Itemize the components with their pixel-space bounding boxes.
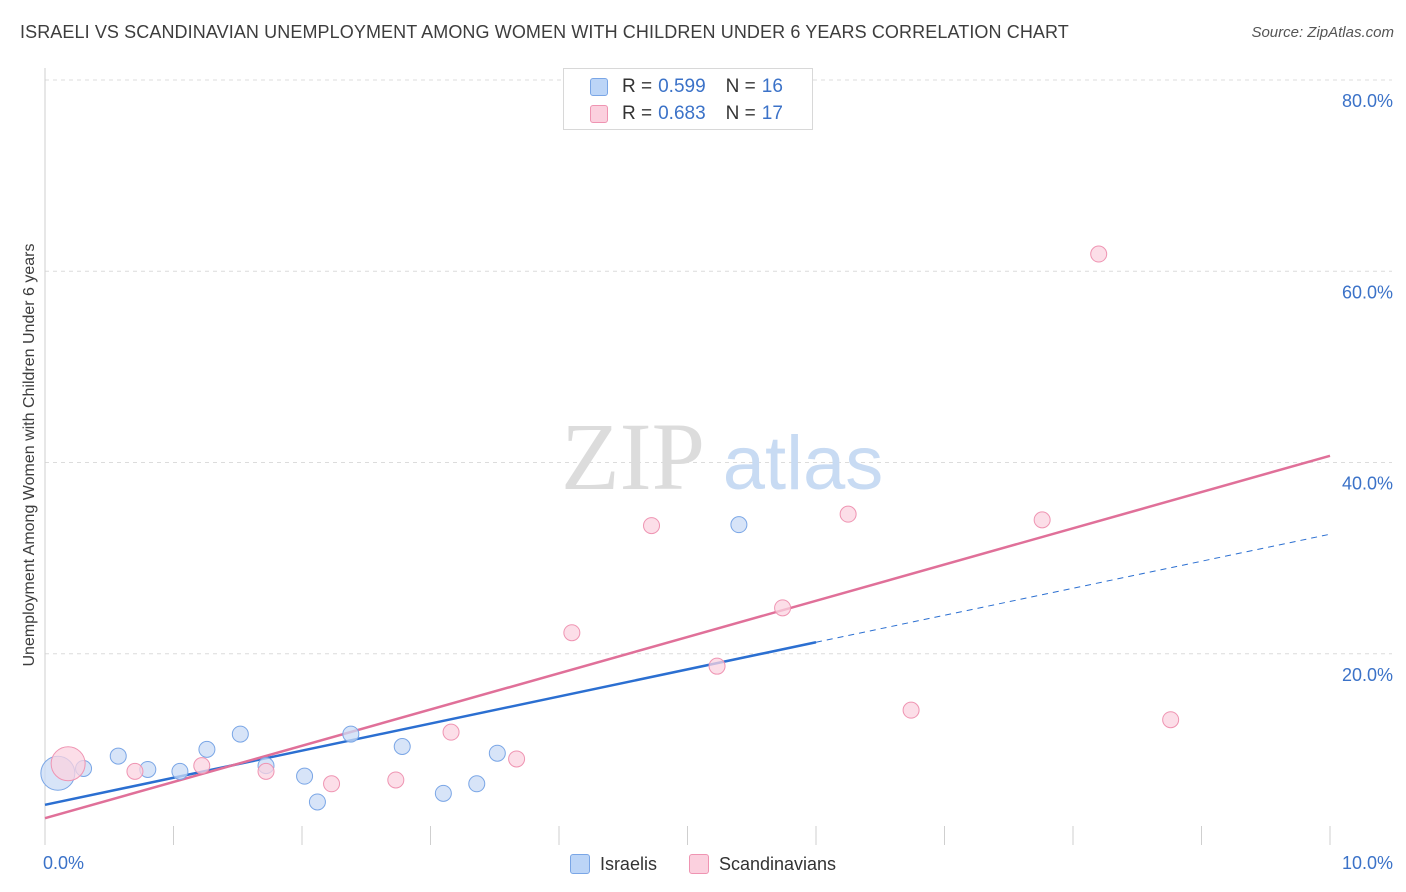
data-point <box>387 771 405 789</box>
data-point <box>296 767 314 785</box>
data-point <box>442 723 460 741</box>
data-point <box>257 762 275 780</box>
x-tick-label: 10.0% <box>1342 853 1393 873</box>
data-point <box>109 747 127 765</box>
data-point <box>488 744 506 762</box>
tick-labels: 20.0% 40.0% 60.0% 80.0% 0.0% 10.0% <box>43 91 1393 873</box>
legend-swatch-israelis <box>590 78 608 96</box>
legend-label-scandinavians: Scandinavians <box>718 853 837 874</box>
series-legend: Israelis Scandinavians <box>0 851 1406 877</box>
grid-lines <box>45 79 1392 655</box>
axes <box>44 68 1331 845</box>
legend-r-value: 0.599 <box>658 76 706 97</box>
data-point <box>308 793 326 811</box>
y-tick-label: 60.0% <box>1342 282 1393 302</box>
data-point <box>126 762 144 780</box>
trend-line-0 <box>44 641 817 807</box>
legend-item-scandinavians[interactable]: Scandinavians <box>688 853 837 875</box>
data-point <box>839 505 857 523</box>
watermark-atlas: atlas <box>723 421 884 506</box>
legend-row-israelis: R = 0.599 N = 16 <box>590 75 783 99</box>
data-point <box>50 746 86 782</box>
data-point <box>708 657 726 675</box>
legend-n-label: N = <box>725 76 756 97</box>
data-point <box>902 701 920 719</box>
data-point <box>508 750 526 768</box>
trend-lines <box>44 454 1331 820</box>
data-point <box>171 762 189 780</box>
data-point <box>563 624 581 642</box>
data-point <box>1162 711 1180 729</box>
legend-n-value: 16 <box>761 76 783 97</box>
data-points <box>40 245 1180 811</box>
data-point <box>323 775 341 793</box>
y-tick-label: 40.0% <box>1342 474 1393 494</box>
legend-label-israelis: Israelis <box>599 853 657 874</box>
legend-r-label: R = <box>622 103 653 124</box>
legend-n-label: N = <box>725 103 756 124</box>
stats-legend: R = 0.599 N = 16 R = 0.683 N = 17 <box>563 68 813 130</box>
legend-item-israelis[interactable]: Israelis <box>569 853 657 875</box>
trend-line-1 <box>44 454 1331 820</box>
data-point <box>393 738 411 756</box>
data-point <box>434 784 452 802</box>
data-point <box>231 725 249 743</box>
data-point <box>643 517 661 535</box>
legend-r-value: 0.683 <box>658 103 706 124</box>
data-point <box>468 775 486 793</box>
source-label: Source: ZipAtlas.com <box>1251 24 1394 41</box>
watermark-zip: ZIP <box>561 403 705 510</box>
data-point <box>730 516 748 534</box>
legend-row-scandinavians: R = 0.683 N = 17 <box>590 102 783 126</box>
data-point <box>774 599 792 617</box>
data-point <box>1033 511 1051 529</box>
y-tick-label: 80.0% <box>1342 91 1393 111</box>
legend-r-label: R = <box>622 76 653 97</box>
legend-n-value: 17 <box>761 103 783 124</box>
chart-title: ISRAELI VS SCANDINAVIAN UNEMPLOYMENT AMO… <box>20 22 1069 42</box>
watermark: ZIP atlas <box>561 403 883 510</box>
x-tick-label: 0.0% <box>43 853 84 873</box>
trend-line-extension-0 <box>815 533 1331 643</box>
data-point <box>1090 245 1108 263</box>
y-tick-label: 20.0% <box>1342 665 1393 685</box>
data-point <box>342 725 360 743</box>
legend-swatch-israelis <box>569 854 590 874</box>
data-point <box>193 757 211 775</box>
legend-swatch-scandinavians <box>590 105 608 123</box>
legend-swatch-scandinavians <box>688 854 709 874</box>
data-point <box>198 740 216 758</box>
